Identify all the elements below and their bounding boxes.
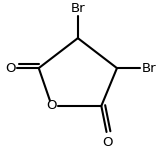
Text: O: O [5, 62, 15, 75]
Text: O: O [103, 136, 113, 149]
Text: Br: Br [71, 2, 85, 15]
Text: Br: Br [142, 62, 156, 75]
Text: O: O [47, 99, 57, 112]
